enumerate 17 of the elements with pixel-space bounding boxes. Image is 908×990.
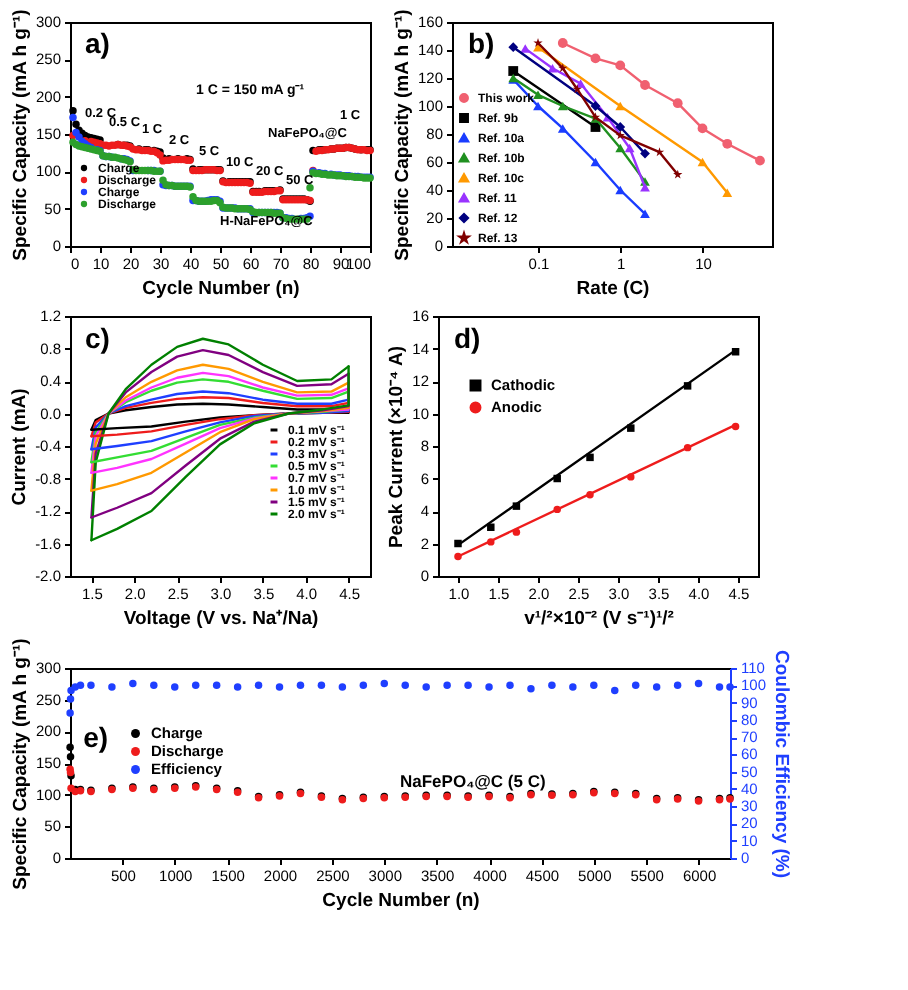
y-axis-title: Peak Current (×10⁻⁴ A) [386,345,409,549]
annotation: d) [454,322,481,355]
x-axis-title: Rate (C) [576,278,650,300]
x-axis-title: Cycle Number (n) [142,278,300,300]
x-axis-title: Cycle Number (n) [322,890,480,912]
y2-axis-title: Coulombic Efficiency (%) [770,649,793,879]
y-axis-title: Current (mA) [9,388,32,506]
x-axis-title: v¹/²×10⁻² (V s⁻¹)¹/² [524,608,674,630]
x-axis-title: Voltage (V vs. Na⁺/Na) [123,608,319,630]
annotation: a) [85,26,110,59]
annotation: b) [468,26,495,59]
y-axis-title: Specific Capacity (mA h g⁻¹) [9,638,32,890]
y-axis-title: Specific Capacity (mA h g⁻¹) [391,9,414,261]
annotation: e) [83,721,109,753]
y-axis-title: Specific Capacity (mA h g⁻¹) [9,9,32,261]
annotation: NaFePO₄@C (5 C) [400,770,546,791]
annotation: c) [85,322,110,355]
